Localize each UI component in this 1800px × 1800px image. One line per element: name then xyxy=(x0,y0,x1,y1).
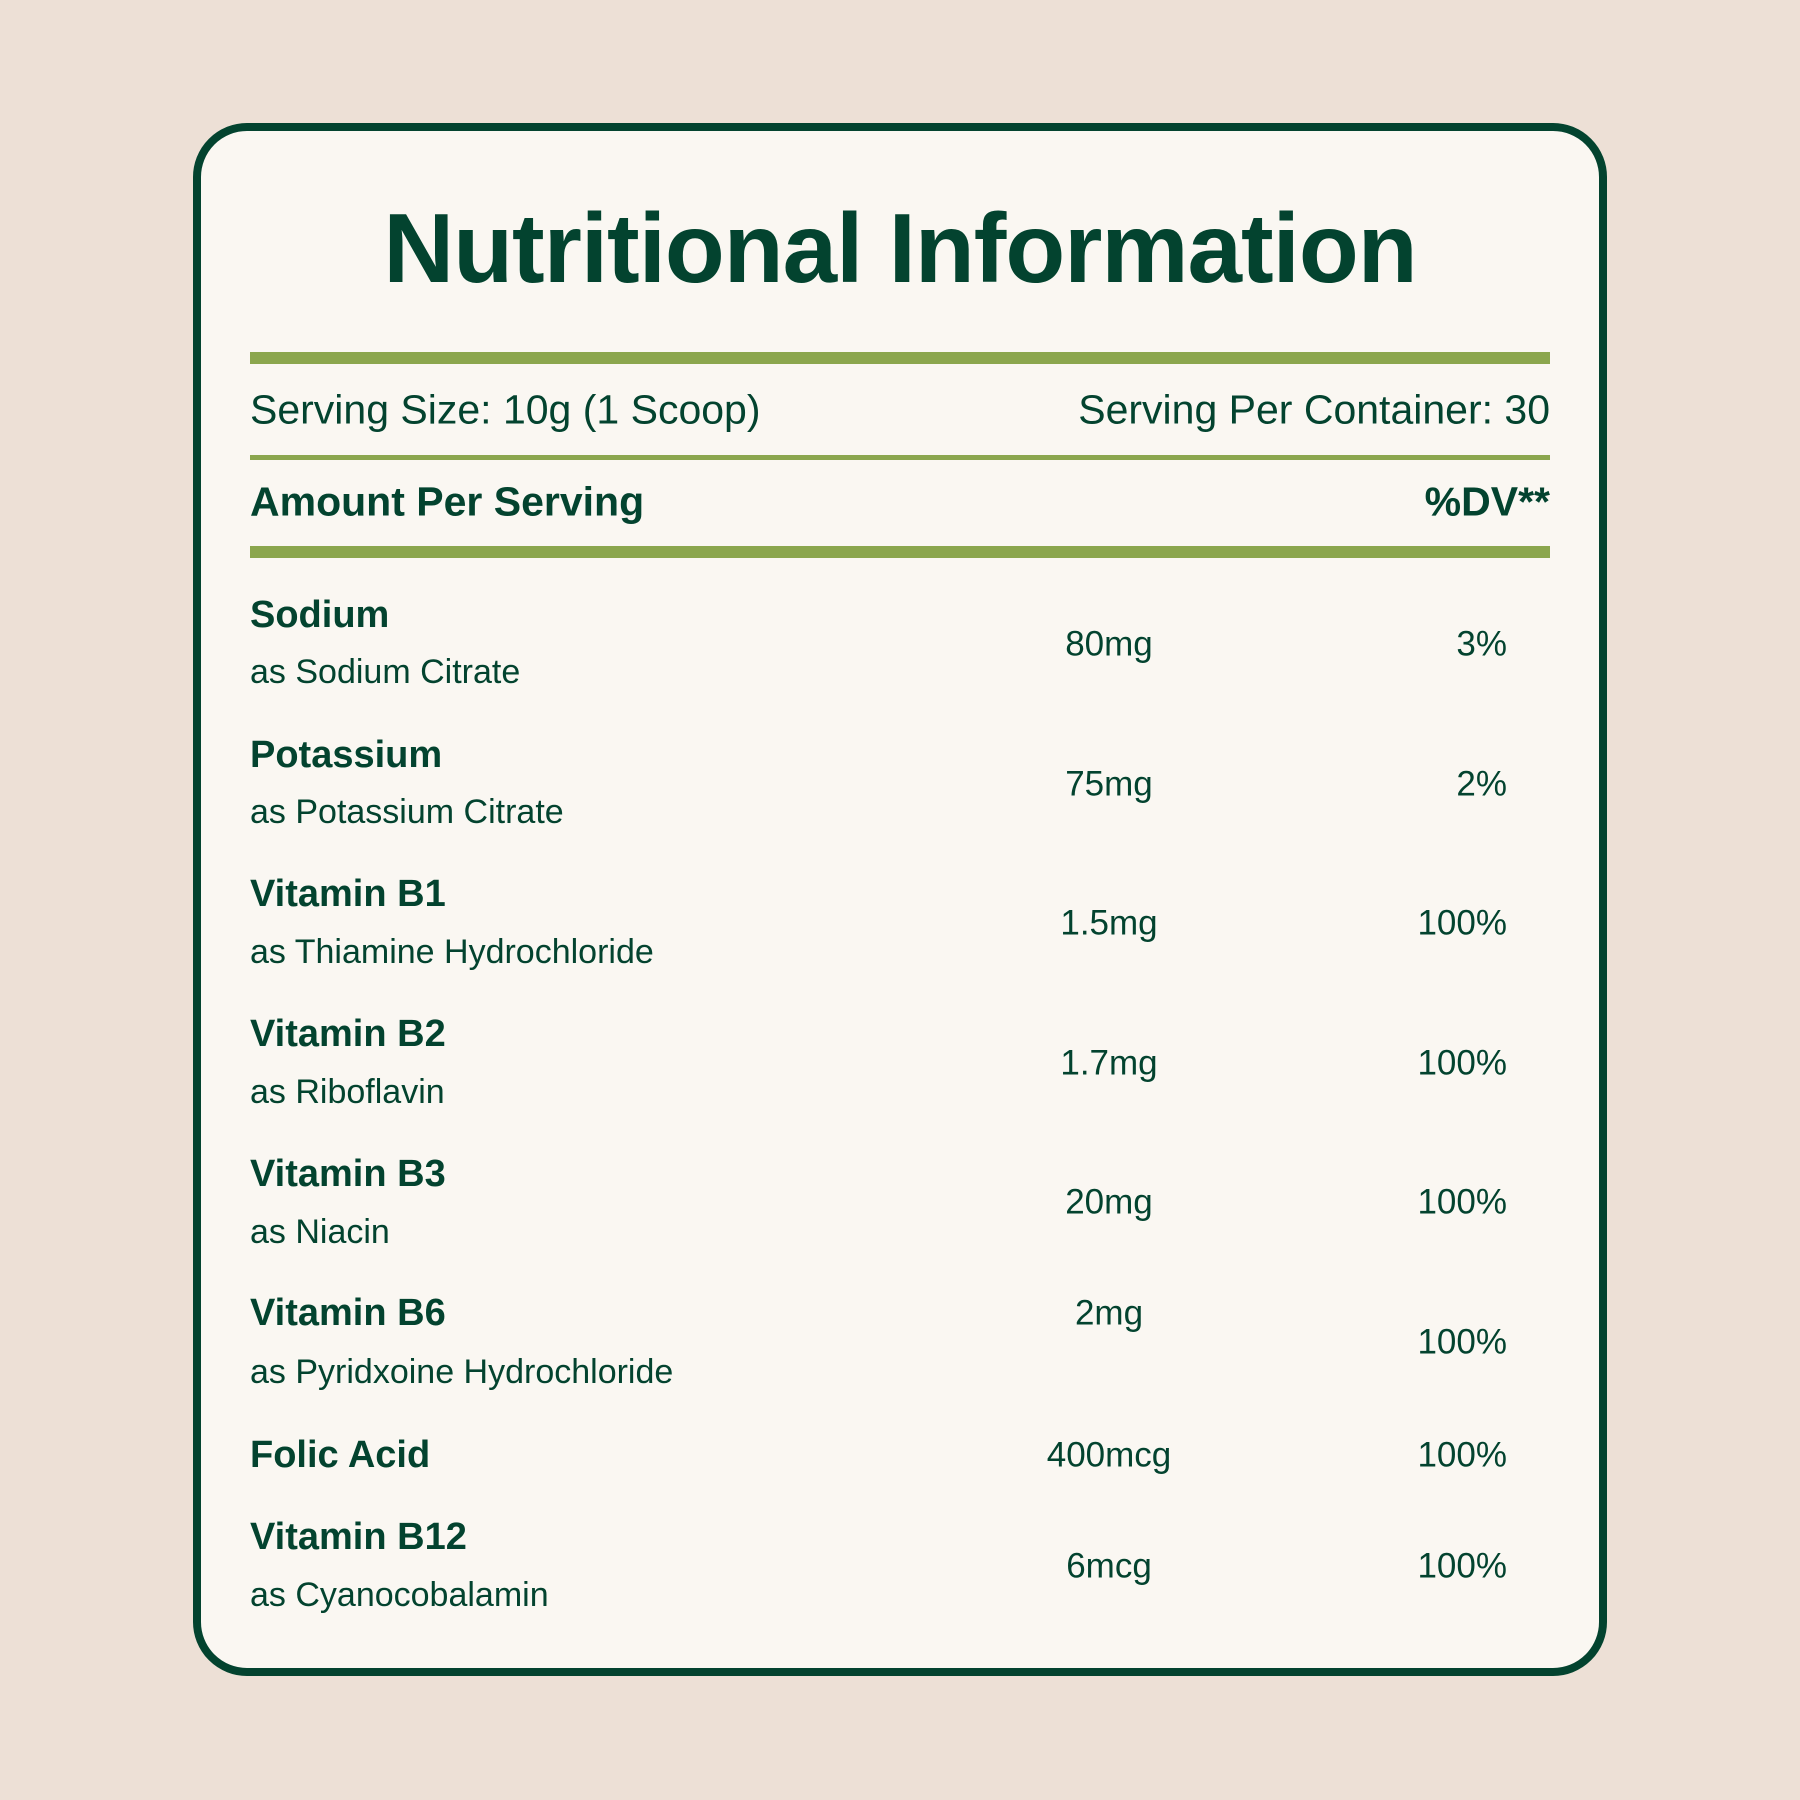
nutrient-amount: 1.5mg xyxy=(1060,903,1158,943)
nutrient-amount: 1.7mg xyxy=(1060,1043,1158,1083)
nutrient-amount: 20mg xyxy=(1065,1182,1153,1222)
nutrient-amount: 75mg xyxy=(1065,764,1153,804)
nutrient-amount: 80mg xyxy=(1065,624,1153,664)
nutrient-source: as Riboflavin xyxy=(250,1073,445,1111)
nutrient-name: Vitamin B1 xyxy=(250,873,446,915)
nutrient-source: as Potassium Citrate xyxy=(250,793,564,831)
nutrient-dv: 2% xyxy=(1456,764,1507,804)
nutrient-dv: 100% xyxy=(1417,1435,1507,1475)
divider-thin xyxy=(250,455,1550,460)
servings-per-container: Serving Per Container: 30 xyxy=(1078,386,1550,433)
nutrient-dv: 100% xyxy=(1417,903,1507,943)
nutrient-name: Vitamin B12 xyxy=(250,1516,467,1558)
nutrient-source: as Cyanocobalamin xyxy=(250,1576,549,1614)
nutrient-amount: 6mcg xyxy=(1066,1546,1152,1586)
nutrient-name: Potassium xyxy=(250,734,443,776)
nutrient-source: as Pyridxoine Hydrochloride xyxy=(250,1353,674,1391)
nutrient-source: as Niacin xyxy=(250,1213,390,1251)
nutrient-source: as Sodium Citrate xyxy=(250,653,521,691)
amount-header: Amount Per Serving xyxy=(250,478,645,525)
serving-size: Serving Size: 10g (1 Scoop) xyxy=(250,386,761,433)
nutrient-dv: 100% xyxy=(1417,1043,1507,1083)
page-title: Nutritional Information xyxy=(383,193,1417,303)
nutrient-dv: 100% xyxy=(1417,1546,1507,1586)
nutrient-source: as Thiamine Hydrochloride xyxy=(250,933,654,971)
nutrient-dv: 3% xyxy=(1456,624,1507,664)
nutrient-name: Vitamin B3 xyxy=(250,1153,446,1195)
nutrient-name: Vitamin B6 xyxy=(250,1292,446,1334)
divider-thick xyxy=(250,546,1550,558)
nutrient-name: Vitamin B2 xyxy=(250,1013,446,1055)
nutrient-name: Folic Acid xyxy=(250,1434,431,1476)
nutrient-amount: 2mg xyxy=(1074,1293,1144,1333)
divider-thick xyxy=(250,352,1550,364)
nutrition-card xyxy=(193,123,1607,1676)
nutrient-name: Sodium xyxy=(250,594,390,636)
nutrient-dv: 100% xyxy=(1417,1322,1507,1362)
nutrient-amount: 400mcg xyxy=(1046,1435,1172,1475)
dv-header: %DV** xyxy=(1424,478,1550,525)
nutrient-dv: 100% xyxy=(1417,1182,1507,1222)
